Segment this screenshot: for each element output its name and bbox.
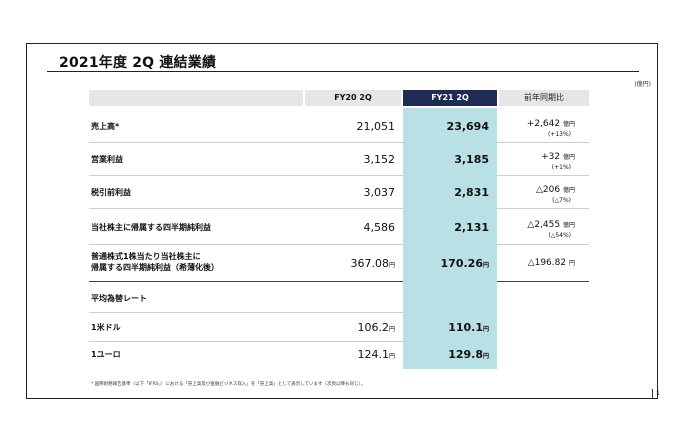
eps-fy21-value: 170.26	[440, 257, 483, 270]
usd-fy20-unit: 円	[388, 326, 395, 333]
slide: 2021年度 2Q 連結業績 (億円) FY20 2Q FY21 2Q 前年同期…	[26, 43, 658, 399]
page-title: 2021年度 2Q 連結業績	[59, 55, 217, 71]
fy21-value: 2,831	[454, 186, 489, 199]
yoy-percent: (+1%)	[551, 164, 571, 171]
row-divider	[497, 142, 589, 143]
title-divider	[47, 71, 639, 72]
usd-fy20-value: 106.2	[357, 321, 389, 334]
row-label: 1米ドル	[91, 323, 121, 332]
row-divider	[497, 208, 589, 209]
row-divider	[89, 175, 403, 176]
yoy-unit: 億円	[562, 154, 575, 161]
usd-fy21-unit: 円	[482, 326, 489, 333]
row-divider	[89, 341, 403, 342]
yoy-percent: (△7%)	[552, 197, 571, 204]
footnote: * 国際財務報告基準（以下「IFRS」）における「売上高及び金融ビジネス収入」を…	[91, 382, 366, 387]
yoy-value: +32	[541, 152, 561, 162]
yoy-value: △206	[536, 185, 561, 195]
usd-fy21-value: 110.1	[448, 321, 483, 334]
eur-fy21-value: 129.8	[448, 348, 483, 361]
fy20-value: 4,586	[363, 221, 396, 234]
eps-yoy-unit: 円	[568, 260, 575, 267]
eps-fy20-unit: 円	[388, 262, 395, 269]
row-label: 税引前利益	[91, 188, 131, 197]
fy20-value: 21,051	[356, 120, 396, 133]
yoy-percent: (+13%)	[547, 131, 571, 138]
row-divider	[89, 142, 403, 143]
header-fy21: FY21 2Q	[403, 90, 497, 106]
section-divider	[89, 281, 403, 282]
fy21-value: 3,185	[454, 153, 489, 166]
yoy-value: +2,642	[526, 119, 561, 129]
eps-label-line2: 帰属する四半期純利益（希薄化後）	[91, 263, 219, 272]
eps-label-line1: 普通株式1株当たり当社株主に	[91, 252, 201, 261]
row-divider	[497, 175, 589, 176]
row-divider	[89, 312, 403, 313]
fy21-value: 2,131	[454, 221, 489, 234]
fy20-value: 3,152	[363, 153, 396, 166]
unit-label: (億円)	[634, 81, 651, 88]
eps-fy20-value: 367.08	[350, 257, 389, 270]
yoy-unit: 億円	[562, 222, 575, 229]
fy20-value: 3,037	[363, 186, 396, 199]
fy21-value: 23,694	[446, 120, 489, 133]
row-label: 1ユーロ	[91, 350, 121, 359]
row-label: 当社株主に帰属する四半期純利益	[91, 223, 211, 232]
eur-fy20-unit: 円	[388, 353, 395, 360]
section-divider	[497, 281, 589, 282]
page-number: 1	[652, 389, 660, 399]
row-label: 営業利益	[91, 155, 123, 164]
row-divider	[89, 244, 403, 245]
header-yoy: 前年同期比	[499, 90, 589, 106]
eps-fy21-unit: 円	[482, 262, 489, 269]
yoy-unit: 億円	[562, 121, 575, 128]
fy21-highlight-column	[403, 108, 497, 369]
eps-yoy-value: △196.82	[527, 258, 567, 268]
header-blank	[89, 90, 303, 106]
row-divider	[497, 244, 589, 245]
eur-fy21-unit: 円	[482, 353, 489, 360]
header-fy20: FY20 2Q	[305, 90, 401, 106]
yoy-percent: (△54%)	[548, 232, 571, 239]
row-divider	[89, 208, 403, 209]
fx-section-label: 平均為替レート	[91, 294, 147, 303]
eur-fy20-value: 124.1	[357, 348, 389, 361]
row-label: 売上高*	[91, 122, 120, 131]
yoy-unit: 億円	[562, 187, 575, 194]
yoy-value: △2,455	[527, 220, 561, 230]
